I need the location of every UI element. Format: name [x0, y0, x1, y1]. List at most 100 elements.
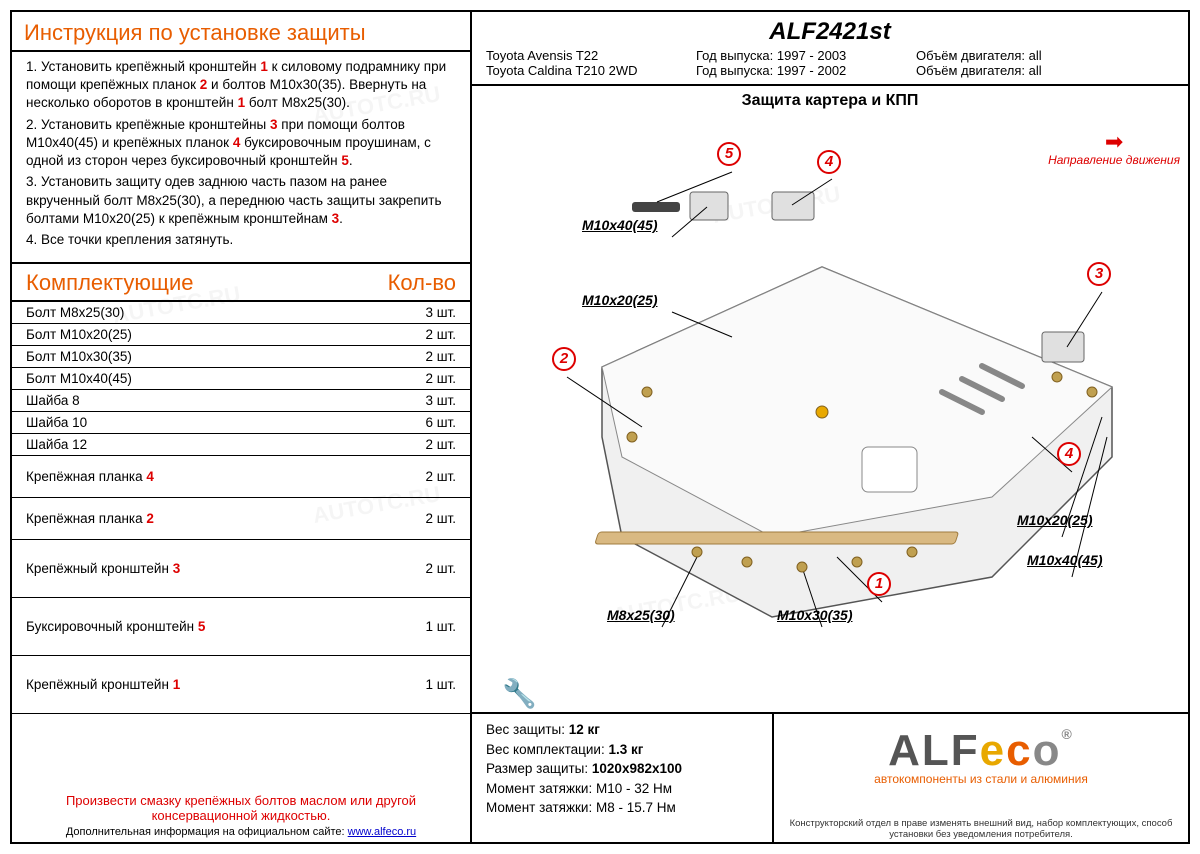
instructions-section: Инструкция по установке защиты 1. Устано… [12, 12, 470, 264]
parts-table: Болт М8х25(30)3 шт.Болт М10х20(25)2 шт.Б… [12, 302, 470, 714]
part-qty: 3 шт. [400, 302, 470, 324]
parts-title: Комплектующие [26, 270, 193, 296]
instruction-step: 2. Установить крепёжные кронштейны 3 при… [26, 116, 456, 171]
vehicle-model: Toyota Avensis T22 [486, 48, 696, 63]
table-row: Крепёжная планка 42 шт. [12, 456, 470, 498]
part-number: ALF2421st [486, 18, 1174, 46]
logo-area: ALFeco® автокомпоненты из стали и алюмин… [772, 712, 1188, 842]
part-qty: 3 шт. [400, 390, 470, 412]
bolt-callout: M10x20(25) [582, 292, 658, 308]
vehicle-list: Toyota Avensis T22Год выпуска: 1997 - 20… [486, 48, 1174, 78]
table-row: Болт М10х40(45)2 шт. [12, 368, 470, 390]
logo-e: e [980, 726, 1006, 775]
bottom-right: Вес защиты: 12 кг Вес комплектации: 1.3 … [472, 712, 1188, 842]
bolt-callout: M10x20(25) [1017, 512, 1093, 528]
part-number-callout: 1 [867, 572, 891, 596]
vehicle-model: Toyota Caldina T210 2WD [486, 63, 696, 78]
spec-row: Вес комплектации: 1.3 кг [486, 740, 758, 760]
instruction-step: 4. Все точки крепления затянуть. [26, 231, 456, 249]
logo-tagline: автокомпоненты из стали и алюминия [774, 772, 1188, 786]
part-number-callout: 3 [1087, 262, 1111, 286]
part-qty: 2 шт. [400, 368, 470, 390]
part-name: Болт М10х30(35) [12, 346, 400, 368]
part-qty: 2 шт. [400, 456, 470, 498]
table-row: Шайба 122 шт. [12, 434, 470, 456]
table-row: Шайба 83 шт. [12, 390, 470, 412]
parts-qty-title: Кол-во [388, 270, 456, 296]
table-row: Болт М10х20(25)2 шт. [12, 324, 470, 346]
part-name: Крепёжная планка 2 [12, 498, 400, 540]
lubrication-warning: Произвести смазку крепёжных болтов масло… [22, 793, 460, 824]
part-qty: 2 шт. [400, 324, 470, 346]
instructions-body: 1. Установить крепёжный кронштейн 1 к си… [12, 52, 470, 262]
right-column: ALF2421st Toyota Avensis T22Год выпуска:… [472, 12, 1188, 842]
table-row: Крепёжная планка 22 шт. [12, 498, 470, 540]
parts-header: Комплектующие Кол-во [12, 264, 470, 302]
instructions-title: Инструкция по установке защиты [12, 12, 470, 52]
part-qty: 2 шт. [400, 346, 470, 368]
part-number-callout: 4 [817, 150, 841, 174]
spec-row: Момент затяжки: М10 - 32 Нм [486, 779, 758, 799]
part-name: Шайба 8 [12, 390, 400, 412]
part-name: Шайба 10 [12, 412, 400, 434]
part-qty: 2 шт. [400, 498, 470, 540]
header-section: ALF2421st Toyota Avensis T22Год выпуска:… [472, 12, 1188, 86]
spec-row: Вес защиты: 12 кг [486, 720, 758, 740]
part-qty: 2 шт. [400, 540, 470, 598]
part-qty: 1 шт. [400, 656, 470, 714]
document-frame: AUTOTC.RU AUTOTC.RU AUTOTC.RU AUTOTC.RU … [10, 10, 1190, 844]
diagram-area: ➡ Направление движения [472, 122, 1188, 712]
left-footer: Произвести смазку крепёжных болтов масло… [12, 793, 470, 838]
table-row: Болт М10х30(35)2 шт. [12, 346, 470, 368]
part-name: Болт М10х20(25) [12, 324, 400, 346]
part-name: Крепёжный кронштейн 3 [12, 540, 400, 598]
table-row: Крепёжный кронштейн 11 шт. [12, 656, 470, 714]
direction-label: ➡ Направление движения [1048, 130, 1180, 167]
logo-reg: ® [1062, 726, 1074, 742]
vehicle-years: Год выпуска: 1997 - 2002 [696, 63, 916, 78]
arrow-icon: ➡ [1048, 130, 1180, 154]
logo-o: o [1033, 726, 1062, 775]
footer-text: Дополнительная информация на официальном… [66, 826, 345, 838]
part-number-callout: 5 [717, 142, 741, 166]
bolt-callout: M8x25(30) [607, 607, 675, 623]
bolt-callout: M10x30(35) [777, 607, 853, 623]
part-name: Шайба 12 [12, 434, 400, 456]
part-name: Буксировочный кронштейн 5 [12, 598, 400, 656]
vehicle-engine: Объём двигателя: all [916, 48, 1174, 63]
bolt-callout: M10x40(45) [1027, 552, 1103, 568]
instruction-step: 3. Установить защиту одев заднюю часть п… [26, 173, 456, 228]
spec-row: Момент затяжки: М8 - 15.7 Нм [486, 798, 758, 818]
diagram-svg [472, 122, 1188, 712]
part-name: Болт М10х40(45) [12, 368, 400, 390]
diagram-title: Защита картера и КПП [472, 92, 1188, 110]
vehicle-row: Toyota Avensis T22Год выпуска: 1997 - 20… [486, 48, 1174, 63]
table-row: Крепёжный кронштейн 32 шт. [12, 540, 470, 598]
bolt-callout: M10x40(45) [582, 217, 658, 233]
specs-box: Вес защиты: 12 кг Вес комплектации: 1.3 … [472, 712, 772, 842]
table-row: Болт М8х25(30)3 шт. [12, 302, 470, 324]
part-qty: 6 шт. [400, 412, 470, 434]
direction-text: Направление движения [1048, 153, 1180, 167]
part-name: Крепёжная планка 4 [12, 456, 400, 498]
logo-c: c [1006, 726, 1032, 775]
left-column: Инструкция по установке защиты 1. Устано… [12, 12, 472, 842]
table-row: Шайба 106 шт. [12, 412, 470, 434]
table-row: Буксировочный кронштейн 51 шт. [12, 598, 470, 656]
part-qty: 2 шт. [400, 434, 470, 456]
footer-info: Дополнительная информация на официальном… [22, 826, 460, 838]
spec-row: Размер защиты: 1020x982x100 [486, 759, 758, 779]
part-qty: 1 шт. [400, 598, 470, 656]
vehicle-row: Toyota Caldina T210 2WDГод выпуска: 1997… [486, 63, 1174, 78]
part-name: Крепёжный кронштейн 1 [12, 656, 400, 714]
right-footer: Конструкторский отдел в праве изменять в… [774, 818, 1188, 840]
instruction-step: 1. Установить крепёжный кронштейн 1 к си… [26, 58, 456, 113]
part-number-callout: 4 [1057, 442, 1081, 466]
vehicle-engine: Объём двигателя: all [916, 63, 1174, 78]
vehicle-years: Год выпуска: 1997 - 2003 [696, 48, 916, 63]
wrench-icon: 🔧 [502, 677, 537, 710]
footer-link[interactable]: www.alfeco.ru [348, 826, 416, 838]
part-number-callout: 2 [552, 347, 576, 371]
parts-section: Комплектующие Кол-во Болт М8х25(30)3 шт.… [12, 264, 470, 714]
part-name: Болт М8х25(30) [12, 302, 400, 324]
